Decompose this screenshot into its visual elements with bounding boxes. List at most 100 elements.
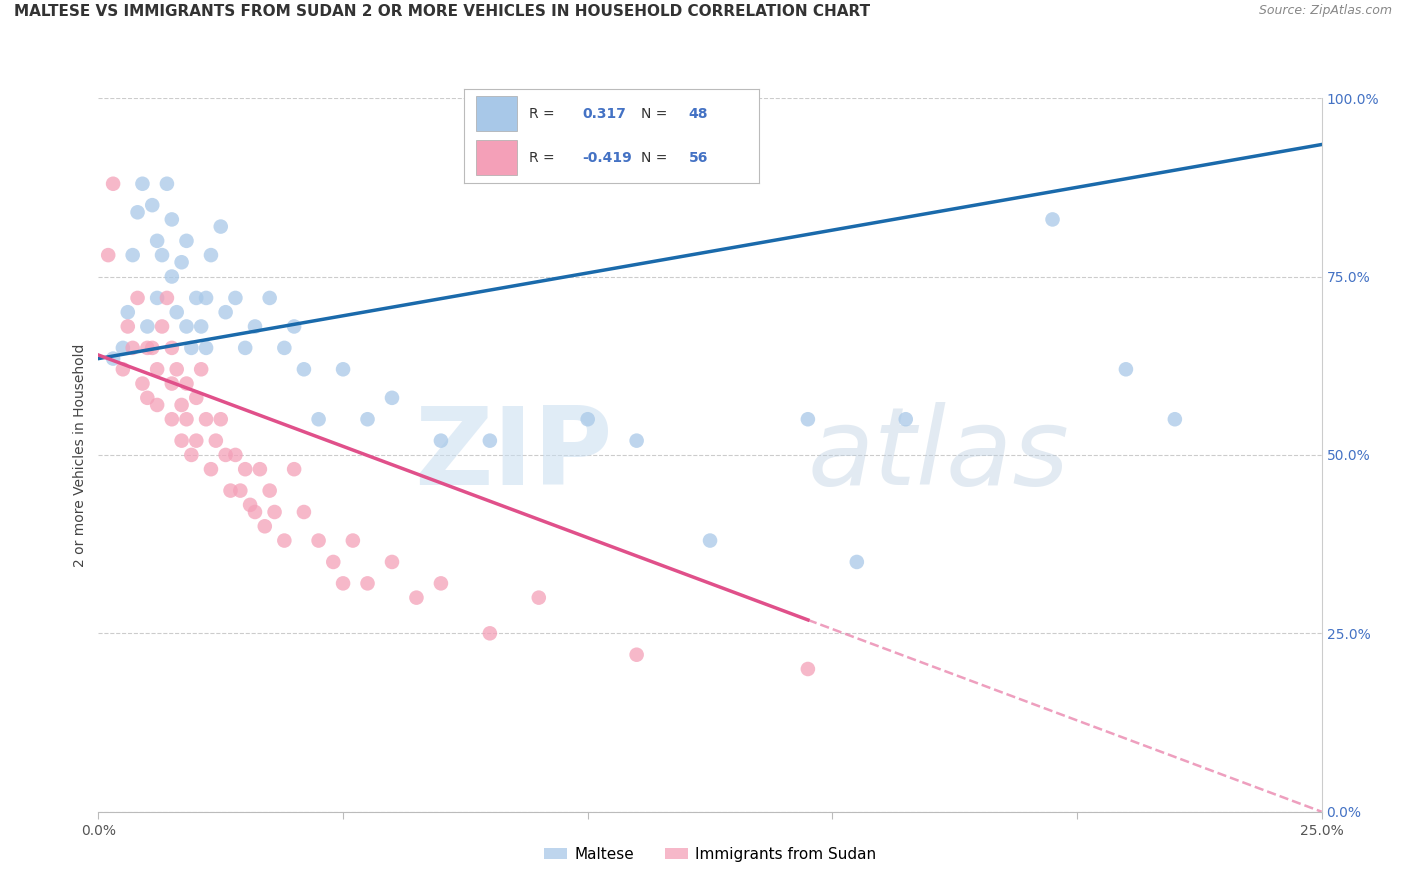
Text: MALTESE VS IMMIGRANTS FROM SUDAN 2 OR MORE VEHICLES IN HOUSEHOLD CORRELATION CHA: MALTESE VS IMMIGRANTS FROM SUDAN 2 OR MO… [14, 4, 870, 20]
Point [1164, 412, 1187, 426]
Point [160, 412, 183, 426]
Point [308, 412, 330, 426]
Point [97, 248, 120, 262]
Point [186, 291, 208, 305]
Point [405, 591, 427, 605]
Point [111, 362, 134, 376]
Point [195, 341, 218, 355]
Point [156, 291, 179, 305]
Point [146, 291, 169, 305]
Point [224, 291, 246, 305]
Point [160, 269, 183, 284]
Point [224, 448, 246, 462]
Text: R =: R = [529, 151, 560, 164]
Point [249, 462, 271, 476]
Point [156, 177, 179, 191]
Point [576, 412, 599, 426]
Point [233, 341, 256, 355]
Point [219, 483, 242, 498]
FancyBboxPatch shape [475, 140, 517, 176]
Point [121, 248, 143, 262]
Point [186, 434, 208, 448]
Point [233, 462, 256, 476]
Point [180, 448, 202, 462]
Point [176, 376, 198, 391]
Point [308, 533, 330, 548]
Point [283, 462, 305, 476]
Text: 0.317: 0.317 [582, 106, 626, 120]
Point [136, 319, 159, 334]
Point [160, 376, 183, 391]
Point [146, 362, 169, 376]
Point [797, 412, 820, 426]
Point [626, 648, 648, 662]
Point [176, 412, 198, 426]
Point [160, 341, 183, 355]
Point [117, 305, 139, 319]
Point [1042, 212, 1064, 227]
Point [322, 555, 344, 569]
Point [176, 234, 198, 248]
Point [894, 412, 917, 426]
Text: R =: R = [529, 106, 560, 120]
Point [699, 533, 721, 548]
Point [121, 341, 143, 355]
Point [259, 291, 281, 305]
Text: Source: ZipAtlas.com: Source: ZipAtlas.com [1258, 4, 1392, 18]
Point [430, 434, 453, 448]
Point [141, 198, 163, 212]
Legend: Maltese, Immigrants from Sudan: Maltese, Immigrants from Sudan [537, 841, 883, 868]
Point [131, 177, 153, 191]
Point [136, 341, 159, 355]
Point [195, 291, 218, 305]
Point [205, 434, 228, 448]
Point [195, 412, 218, 426]
Point [150, 248, 173, 262]
Point [176, 319, 198, 334]
Point [146, 234, 169, 248]
Point [283, 319, 305, 334]
Point [263, 505, 285, 519]
Point [180, 341, 202, 355]
Point [111, 341, 134, 355]
Point [273, 341, 295, 355]
Point [1115, 362, 1137, 376]
Text: ZIP: ZIP [413, 402, 612, 508]
Point [253, 519, 276, 533]
Point [478, 434, 501, 448]
Point [273, 533, 295, 548]
Point [127, 291, 149, 305]
Point [626, 434, 648, 448]
Point [101, 351, 124, 366]
Point [430, 576, 453, 591]
Point [527, 591, 550, 605]
Point [381, 391, 404, 405]
Y-axis label: 2 or more Vehicles in Household: 2 or more Vehicles in Household [73, 343, 87, 566]
Point [381, 555, 404, 569]
Text: N =: N = [641, 106, 672, 120]
Point [243, 505, 266, 519]
Point [160, 212, 183, 227]
Point [170, 434, 193, 448]
Point [356, 576, 378, 591]
Text: 48: 48 [689, 106, 707, 120]
Point [127, 205, 149, 219]
Point [214, 448, 236, 462]
Point [342, 533, 364, 548]
Point [845, 555, 868, 569]
Point [166, 362, 188, 376]
Text: N =: N = [641, 151, 672, 164]
Point [478, 626, 501, 640]
Point [150, 319, 173, 334]
Point [200, 248, 222, 262]
Point [190, 319, 212, 334]
Point [292, 362, 315, 376]
Text: atlas: atlas [808, 402, 1070, 508]
Text: 56: 56 [689, 151, 707, 164]
Point [146, 398, 169, 412]
Text: -0.419: -0.419 [582, 151, 631, 164]
Point [209, 412, 232, 426]
Point [243, 319, 266, 334]
FancyBboxPatch shape [475, 95, 517, 131]
Point [186, 391, 208, 405]
